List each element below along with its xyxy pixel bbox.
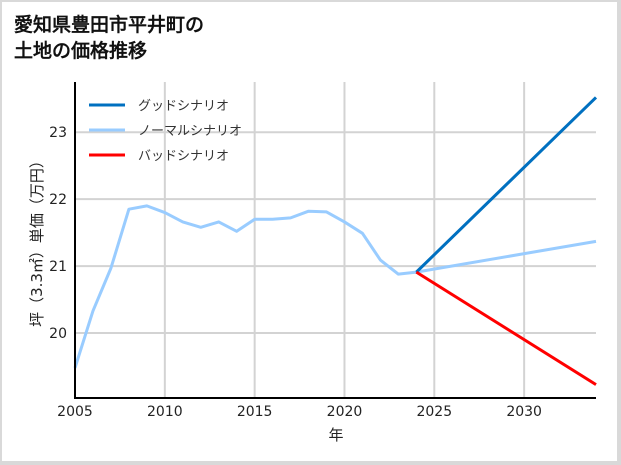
series-line-0 [415,96,598,274]
y-tick-label: 21 [49,259,67,275]
axes [74,82,596,399]
y-tick-label: 20 [49,326,67,342]
x-tick-label: 2005 [57,404,93,420]
series-line-2 [415,270,597,386]
legend-label: ノーマルシナリオ [138,124,242,139]
y-tick-label: 22 [49,192,67,208]
x-axis-label: 年 [328,426,343,444]
series-lines [73,96,598,386]
grid-lines [75,82,596,398]
x-tick-label: 2030 [506,404,542,420]
title-line-1: 愛知県豊田市平井町の [14,14,205,36]
series-line-1 [73,204,597,369]
legend-label: グッドシナリオ [138,99,229,114]
y-tick-label: 23 [49,125,67,141]
y-axis-label: 坪（3.3㎡）単価（万円） [28,153,46,327]
title-line-2: 土地の価格推移 [14,40,148,62]
x-tick-label: 2020 [327,404,363,420]
x-tick-label: 2015 [237,404,273,420]
x-tick-label: 2025 [416,404,452,420]
legend-label: バッドシナリオ [138,149,229,164]
chart-title: 愛知県豊田市平井町の 土地の価格推移 [14,12,204,64]
chart-frame [2,2,617,461]
x-tick-label: 2010 [147,404,183,420]
tick-labels: 2005 2010 2015 2020 2025 2030 20 21 22 23 [49,125,542,420]
